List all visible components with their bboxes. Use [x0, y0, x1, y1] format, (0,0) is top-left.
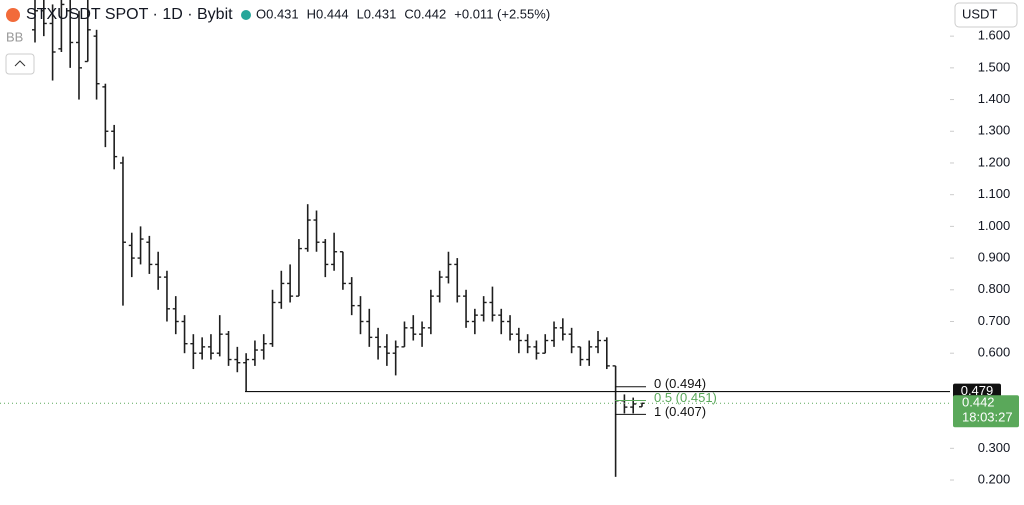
y-tick-label: 0.300 — [978, 440, 1011, 455]
currency-button[interactable] — [954, 2, 1018, 28]
y-tick-label: 1.400 — [978, 91, 1011, 106]
y-tick-label: 1.500 — [978, 59, 1011, 74]
chart-title: STXUSDT SPOT · 1D · Bybit — [26, 6, 233, 23]
y-tick-label: 0.900 — [978, 250, 1011, 265]
fib-label: 0 (0.494) — [654, 376, 706, 391]
collapse-icon — [14, 60, 26, 67]
exchange-icon — [6, 8, 20, 22]
status-dot — [241, 10, 251, 20]
y-tick-label: 1.000 — [978, 218, 1011, 233]
y-tick-label: 1.300 — [978, 123, 1011, 138]
y-tick-label: 1.600 — [978, 28, 1011, 43]
last-price-box — [953, 395, 1019, 428]
y-tick-label: 0.200 — [978, 471, 1011, 486]
price-label: 0.479 — [961, 383, 994, 398]
last-price-label: 0.442 — [962, 395, 995, 410]
ohlc-value: C0.442 — [404, 6, 446, 21]
ohlc-value: H0.444 — [307, 6, 349, 21]
fib-label: 0.5 (0.451) — [654, 390, 717, 405]
ohlc-value: +0.011 (+2.55%) — [454, 6, 550, 21]
y-tick-label: 0.800 — [978, 281, 1011, 296]
indicator-label: BB — [6, 29, 23, 44]
collapse-button[interactable] — [5, 53, 35, 75]
y-tick-label: 0.600 — [978, 345, 1011, 360]
ohlc-value: L0.431 — [357, 6, 397, 21]
y-tick-label: 1.100 — [978, 186, 1011, 201]
countdown: 18:03:27 — [962, 410, 1013, 425]
ohlc-value: O0.431 — [256, 6, 299, 21]
plot-area — [32, 0, 645, 477]
y-tick-label: 0.700 — [978, 313, 1011, 328]
fib-label: 1 (0.407) — [654, 404, 706, 419]
y-tick-label: 1.200 — [978, 154, 1011, 169]
currency-label: USDT — [962, 6, 997, 21]
